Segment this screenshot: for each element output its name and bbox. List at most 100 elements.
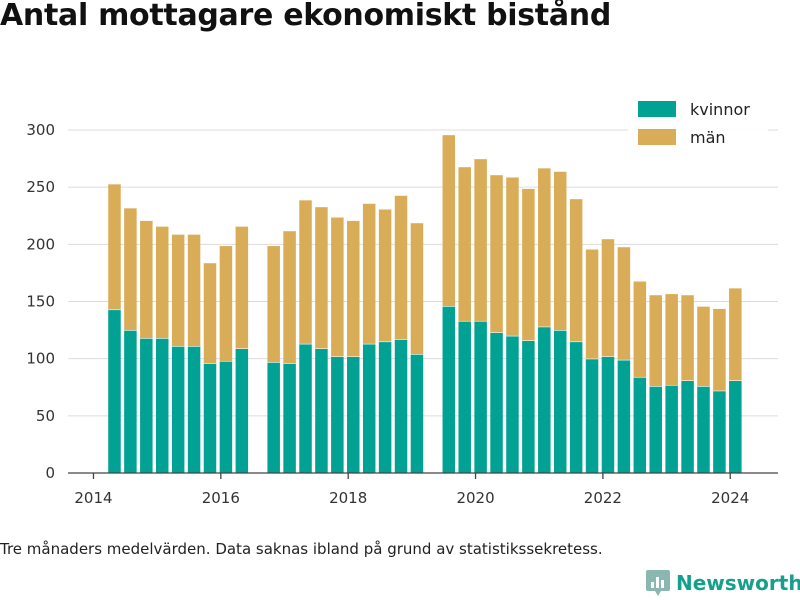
- bar-man: [569, 198, 583, 342]
- bar-kvinnor: [442, 306, 456, 473]
- bar-kvinnor: [331, 356, 344, 473]
- bar-man: [235, 226, 249, 349]
- bar-man: [155, 226, 169, 339]
- bar-kvinnor: [538, 326, 551, 473]
- bar-man: [171, 234, 185, 347]
- bar-kvinnor: [713, 390, 726, 473]
- bar-man: [347, 220, 360, 357]
- bar-kvinnor: [649, 386, 662, 473]
- bar-man: [378, 208, 392, 342]
- bar-kvinnor: [601, 356, 615, 473]
- y-tick-label: 100: [26, 350, 55, 368]
- bar-man: [633, 280, 647, 377]
- bar-kvinnor: [410, 354, 424, 473]
- bar-man: [442, 134, 456, 307]
- bar-man: [315, 206, 328, 349]
- bar-man: [394, 195, 408, 340]
- bar-kvinnor: [553, 330, 567, 473]
- bar-man: [585, 248, 599, 359]
- x-tick-label: 2016: [202, 489, 240, 507]
- y-tick-label: 300: [26, 121, 55, 139]
- bar-kvinnor: [378, 341, 392, 473]
- bar-man: [187, 234, 201, 347]
- x-tick-label: 2020: [456, 489, 494, 507]
- bar-man: [697, 306, 710, 387]
- bar-man: [108, 183, 121, 310]
- bar-kvinnor: [665, 384, 678, 473]
- bar-kvinnor: [506, 335, 519, 473]
- bar-man: [474, 158, 487, 321]
- footnote: Tre månaders medelvärden. Data saknas ib…: [0, 540, 603, 558]
- bar-man: [362, 203, 376, 344]
- bar-kvinnor: [569, 341, 583, 473]
- bar-kvinnor: [347, 356, 360, 473]
- bar-kvinnor: [729, 380, 742, 473]
- bar-kvinnor: [203, 363, 217, 473]
- bar-man: [299, 199, 312, 344]
- bar-man: [649, 294, 662, 387]
- bar-kvinnor: [315, 348, 328, 473]
- bar-kvinnor: [219, 360, 233, 473]
- bar-kvinnor: [299, 343, 312, 473]
- bar-kvinnor: [522, 340, 535, 473]
- y-tick-label: 0: [45, 464, 55, 482]
- x-tick-label: 2022: [584, 489, 622, 507]
- y-tick-label: 200: [26, 235, 55, 253]
- bar-kvinnor: [267, 362, 280, 473]
- bar-man: [410, 222, 424, 355]
- brand-name: Newsworthy: [676, 571, 800, 595]
- bar-man: [458, 166, 471, 321]
- bar-kvinnor: [458, 320, 471, 473]
- bar-man: [124, 207, 137, 331]
- chart-title: Antal mottagare ekonomiskt bistånd: [0, 0, 612, 33]
- bar-kvinnor: [362, 343, 376, 473]
- bar-man: [665, 293, 678, 385]
- legend-swatch-man: [638, 129, 676, 145]
- y-tick-label: 50: [36, 407, 55, 425]
- bar-man: [490, 174, 503, 333]
- bar-man: [522, 188, 535, 341]
- bar-kvinnor: [394, 339, 408, 473]
- bar-kvinnor: [617, 359, 631, 473]
- bar-kvinnor: [187, 346, 201, 473]
- x-tick-label: 2018: [329, 489, 367, 507]
- bar-kvinnor: [124, 330, 137, 473]
- bar-man: [617, 246, 631, 360]
- x-tick-label: 2024: [711, 489, 749, 507]
- bar-man: [219, 245, 233, 361]
- legend-swatch-kvinnor: [638, 101, 676, 117]
- axes: 0 50 100 150 200 250 300 2014 2016 2018 2020 2022 20…: [26, 121, 778, 507]
- bar-man: [538, 167, 551, 327]
- bar-man: [203, 262, 217, 364]
- y-tick-label: 250: [26, 178, 55, 196]
- bar-man: [713, 308, 726, 391]
- bar-kvinnor: [108, 309, 121, 473]
- bar-man: [140, 220, 153, 339]
- bars: [108, 133, 742, 473]
- bar-kvinnor: [235, 348, 249, 473]
- bar-kvinnor: [490, 332, 503, 473]
- bar-man: [729, 287, 742, 381]
- bar-kvinnor: [283, 363, 296, 473]
- bar-kvinnor: [585, 358, 599, 473]
- bar-kvinnor: [633, 376, 647, 473]
- bar-kvinnor: [171, 346, 185, 473]
- bar-chart-badge-icon: [646, 570, 670, 596]
- bar-kvinnor: [474, 320, 487, 473]
- bar-man: [506, 176, 519, 336]
- y-tick-label: 150: [26, 293, 55, 311]
- bar-man: [601, 238, 615, 357]
- newsworthy-brand[interactable]: Newsworthy: [645, 569, 800, 597]
- bar-kvinnor: [155, 338, 169, 473]
- bar-man: [553, 171, 567, 331]
- bar-man: [283, 230, 296, 364]
- bar-kvinnor: [697, 386, 710, 473]
- x-tick-label: 2014: [74, 489, 112, 507]
- legend-label-kvinnor: kvinnor: [690, 100, 750, 119]
- bar-kvinnor: [681, 380, 694, 473]
- bar-man: [681, 294, 694, 381]
- legend-label-man: män: [690, 128, 726, 147]
- legend: kvinnor män: [628, 95, 768, 157]
- bar-man: [331, 216, 344, 357]
